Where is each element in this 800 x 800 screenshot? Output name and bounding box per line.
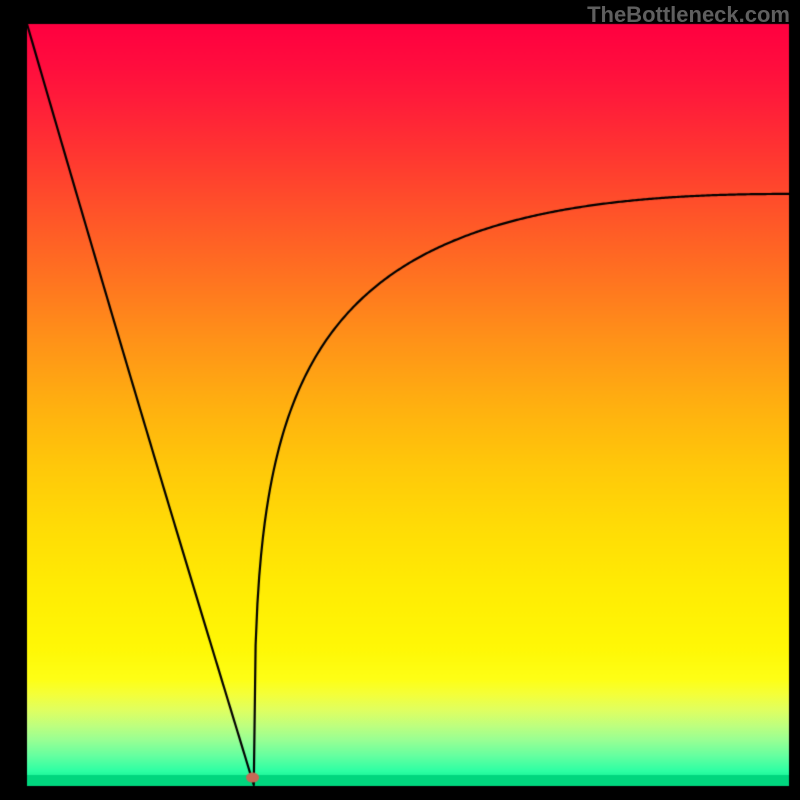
bottleneck-curve-chart bbox=[0, 0, 800, 800]
chart-wrapper: TheBottleneck.com bbox=[0, 0, 800, 800]
watermark-text: TheBottleneck.com bbox=[587, 2, 790, 28]
